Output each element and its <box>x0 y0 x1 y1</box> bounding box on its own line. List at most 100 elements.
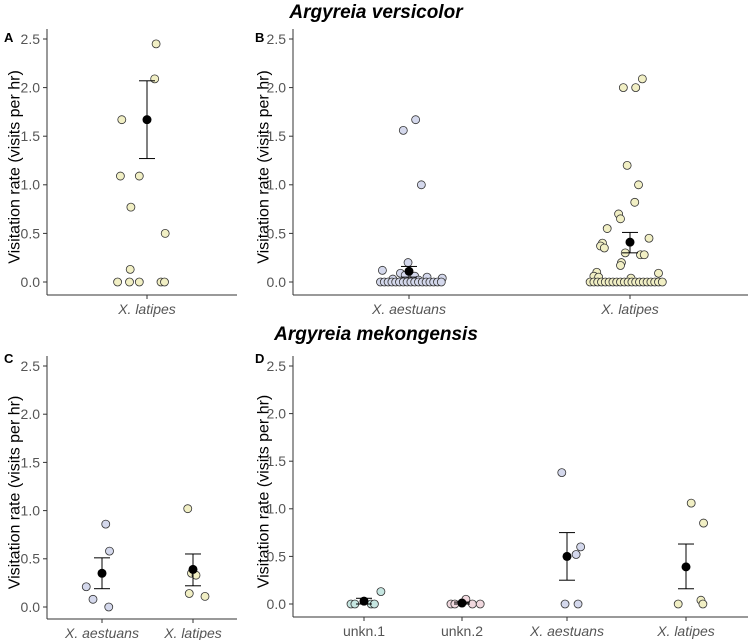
y-tick-label: 2.5 <box>21 31 41 47</box>
data-point <box>88 594 98 604</box>
data-point <box>637 74 647 84</box>
panel-letter: C <box>4 351 14 366</box>
data-point <box>599 243 609 253</box>
data-point <box>616 261 625 270</box>
y-axis-label: Visitation rate (visits per hr) <box>256 395 273 589</box>
group-unkn-1 <box>346 587 386 609</box>
data-point <box>376 587 386 597</box>
panel-c: C Visitation rate (visits per hr) 0.0 0.5 1.… <box>4 351 237 640</box>
data-point <box>639 250 649 260</box>
data-point <box>557 468 567 478</box>
data-point <box>411 115 421 125</box>
data-point <box>134 171 144 181</box>
data-point <box>377 265 387 275</box>
mean-point <box>404 266 414 276</box>
data-point <box>631 83 641 92</box>
data-point <box>602 224 612 233</box>
data-point <box>160 228 170 238</box>
data-point <box>654 268 663 278</box>
group-x-latipes <box>673 498 708 609</box>
y-axis-label: Visitation rate (visits per hr) <box>7 396 24 590</box>
y-tick-label: 2.0 <box>21 406 41 422</box>
y-tick-label: 0.0 <box>21 599 41 615</box>
mean-point <box>142 115 152 125</box>
group-x-aestuans <box>376 115 447 287</box>
x-tick-label: X. aestuans <box>371 301 446 317</box>
data-point <box>634 180 643 190</box>
data-point <box>657 277 667 287</box>
data-point <box>151 39 161 49</box>
mean-point <box>457 598 467 608</box>
x-tick-label: X. latipes <box>656 623 715 639</box>
y-tick-label: 0.5 <box>21 225 41 241</box>
data-point <box>398 125 408 135</box>
panel-a: A Visitation rate (visits per hr) 0.0 0.5 1.… <box>4 29 237 317</box>
data-point <box>150 74 160 84</box>
mean-point <box>625 237 635 247</box>
data-point <box>126 202 136 212</box>
group-x-aestuans <box>557 468 586 609</box>
y-axis-label: Visitation rate (visits per hr) <box>256 70 273 264</box>
group-x-latipes <box>585 74 667 287</box>
y-tick-label: 1.5 <box>267 128 287 144</box>
data-point <box>630 197 640 207</box>
y-tick-label: 0.0 <box>267 596 287 612</box>
data-point <box>436 277 446 287</box>
group-unkn-2 <box>446 594 485 609</box>
group-x-aestuans <box>81 519 114 612</box>
y-tick-label: 2.5 <box>267 358 287 374</box>
data-point <box>573 599 583 609</box>
mean-point <box>562 551 572 561</box>
x-tick-label: X. latipes <box>117 301 176 317</box>
data-point <box>622 160 632 170</box>
data-point <box>183 504 193 514</box>
y-tick-label: 1.0 <box>267 177 287 193</box>
data-point <box>698 599 708 609</box>
panel-d: D Visitation rate (visits per hr) 0.0 0.5 1.… <box>255 351 748 639</box>
y-tick-label: 0.0 <box>21 274 41 290</box>
y-tick-label: 1.0 <box>21 177 41 193</box>
data-point <box>673 599 683 609</box>
section-title-versicolor: Argyreia versicolor <box>288 2 464 23</box>
y-tick-label: 1.5 <box>21 128 41 144</box>
y-tick-label: 0.0 <box>267 274 287 290</box>
x-tick-label: X. aestuans <box>64 625 139 640</box>
y-tick-label: 2.5 <box>21 358 41 374</box>
group-x-latipes <box>183 504 210 601</box>
section-title-mekongensis: Argyreia mekongensis <box>273 324 478 345</box>
x-tick-label: X. latipes <box>600 301 659 317</box>
data-point <box>416 180 426 190</box>
data-point <box>125 264 135 274</box>
data-point <box>104 602 114 612</box>
y-tick-label: 2.5 <box>267 31 287 47</box>
y-axis-label: Visitation rate (visits per hr) <box>7 70 24 264</box>
y-tick-label: 0.5 <box>267 225 287 241</box>
x-tick-label: unkn.2 <box>441 623 483 639</box>
data-point <box>618 83 628 92</box>
data-point <box>101 519 111 529</box>
data-point <box>200 591 210 601</box>
data-point <box>184 589 194 598</box>
data-point <box>81 582 91 592</box>
mean-point <box>359 596 369 606</box>
data-point <box>117 115 127 125</box>
data-point <box>113 277 122 287</box>
x-tick-label: unkn.1 <box>343 623 385 639</box>
group-x-latipes <box>113 39 170 287</box>
y-tick-label: 1.5 <box>21 454 41 470</box>
data-point <box>699 518 708 528</box>
data-point <box>560 599 570 609</box>
data-point <box>116 171 125 181</box>
y-tick-label: 2.0 <box>267 80 287 96</box>
y-tick-label: 0.5 <box>21 551 41 567</box>
data-point <box>576 542 586 552</box>
x-tick-label: X. latipes <box>163 625 222 640</box>
mean-point <box>188 564 198 574</box>
data-point <box>403 258 413 267</box>
mean-point <box>681 562 691 572</box>
data-point <box>644 233 654 243</box>
mean-point <box>97 568 107 578</box>
x-tick-label: X. aestuans <box>529 623 604 639</box>
y-tick-label: 1.5 <box>267 453 287 469</box>
